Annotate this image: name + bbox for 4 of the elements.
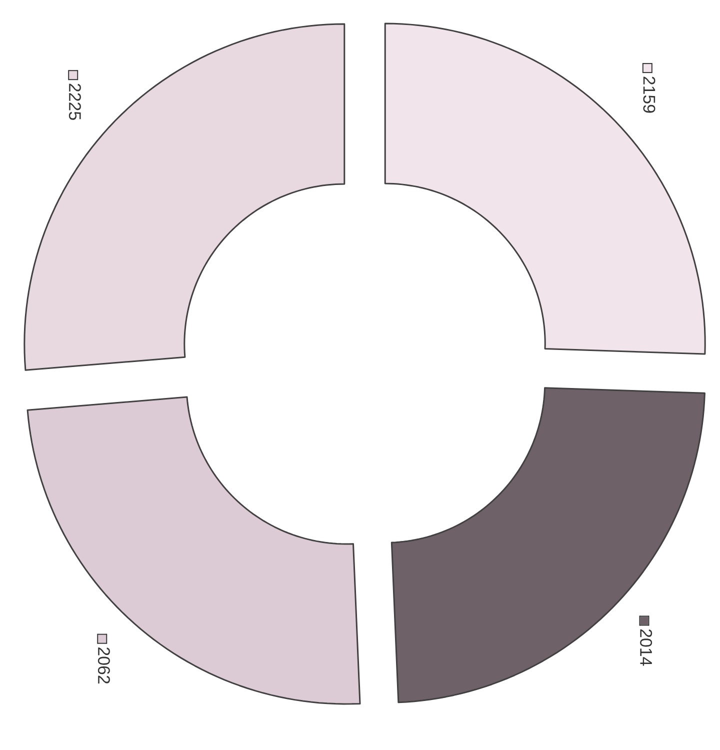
- data-label: 2062: [98, 648, 110, 684]
- data-label: 2159: [643, 76, 656, 113]
- data-label: 2225: [68, 84, 81, 120]
- data-label: 2014: [640, 629, 652, 666]
